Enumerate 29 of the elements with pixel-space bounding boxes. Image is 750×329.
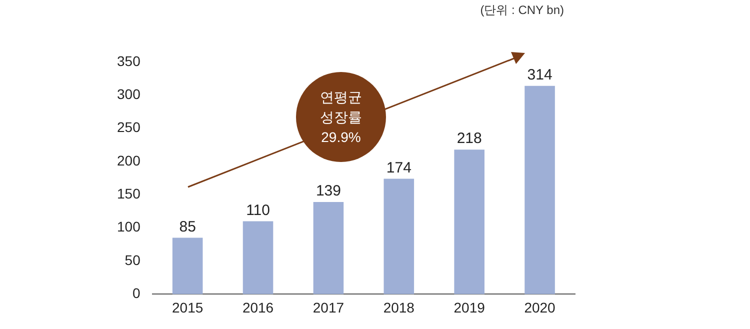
bar xyxy=(524,86,555,294)
y-tick-label: 0 xyxy=(132,285,141,302)
bar xyxy=(313,202,344,294)
y-tick-label: 250 xyxy=(117,119,141,136)
annotation: 연평균 성장률 29.9% xyxy=(319,88,363,147)
data-label: 314 xyxy=(527,66,552,84)
bar xyxy=(454,150,484,294)
y-tick-label: 300 xyxy=(117,86,141,102)
circle-badge: 연평균 성장률 29.9% xyxy=(296,72,386,162)
y-tick-label: 350 xyxy=(117,52,141,69)
x-tick-label: 2020 xyxy=(524,299,556,316)
y-tick-label: 50 xyxy=(124,252,141,268)
x-tick-label: 2018 xyxy=(383,299,415,316)
bar xyxy=(242,221,274,294)
data-label: 218 xyxy=(456,130,482,148)
y-tick-label: 200 xyxy=(117,152,141,168)
data-label: 85 xyxy=(179,218,196,236)
data-label: 139 xyxy=(316,182,341,200)
data-label: 174 xyxy=(386,159,412,176)
y-tick-label: 150 xyxy=(117,186,141,202)
x-tick-label: 2015 xyxy=(172,299,204,316)
bar xyxy=(172,238,203,294)
x-tick-label: 2019 xyxy=(454,299,486,316)
y-tick-label: 100 xyxy=(117,218,141,235)
data-label: 110 xyxy=(246,202,270,219)
text: (단위 : CNY bn) xyxy=(480,2,564,19)
x-tick-label: 2017 xyxy=(312,299,344,316)
x-tick-label: 2016 xyxy=(242,299,274,316)
bar xyxy=(384,178,414,294)
